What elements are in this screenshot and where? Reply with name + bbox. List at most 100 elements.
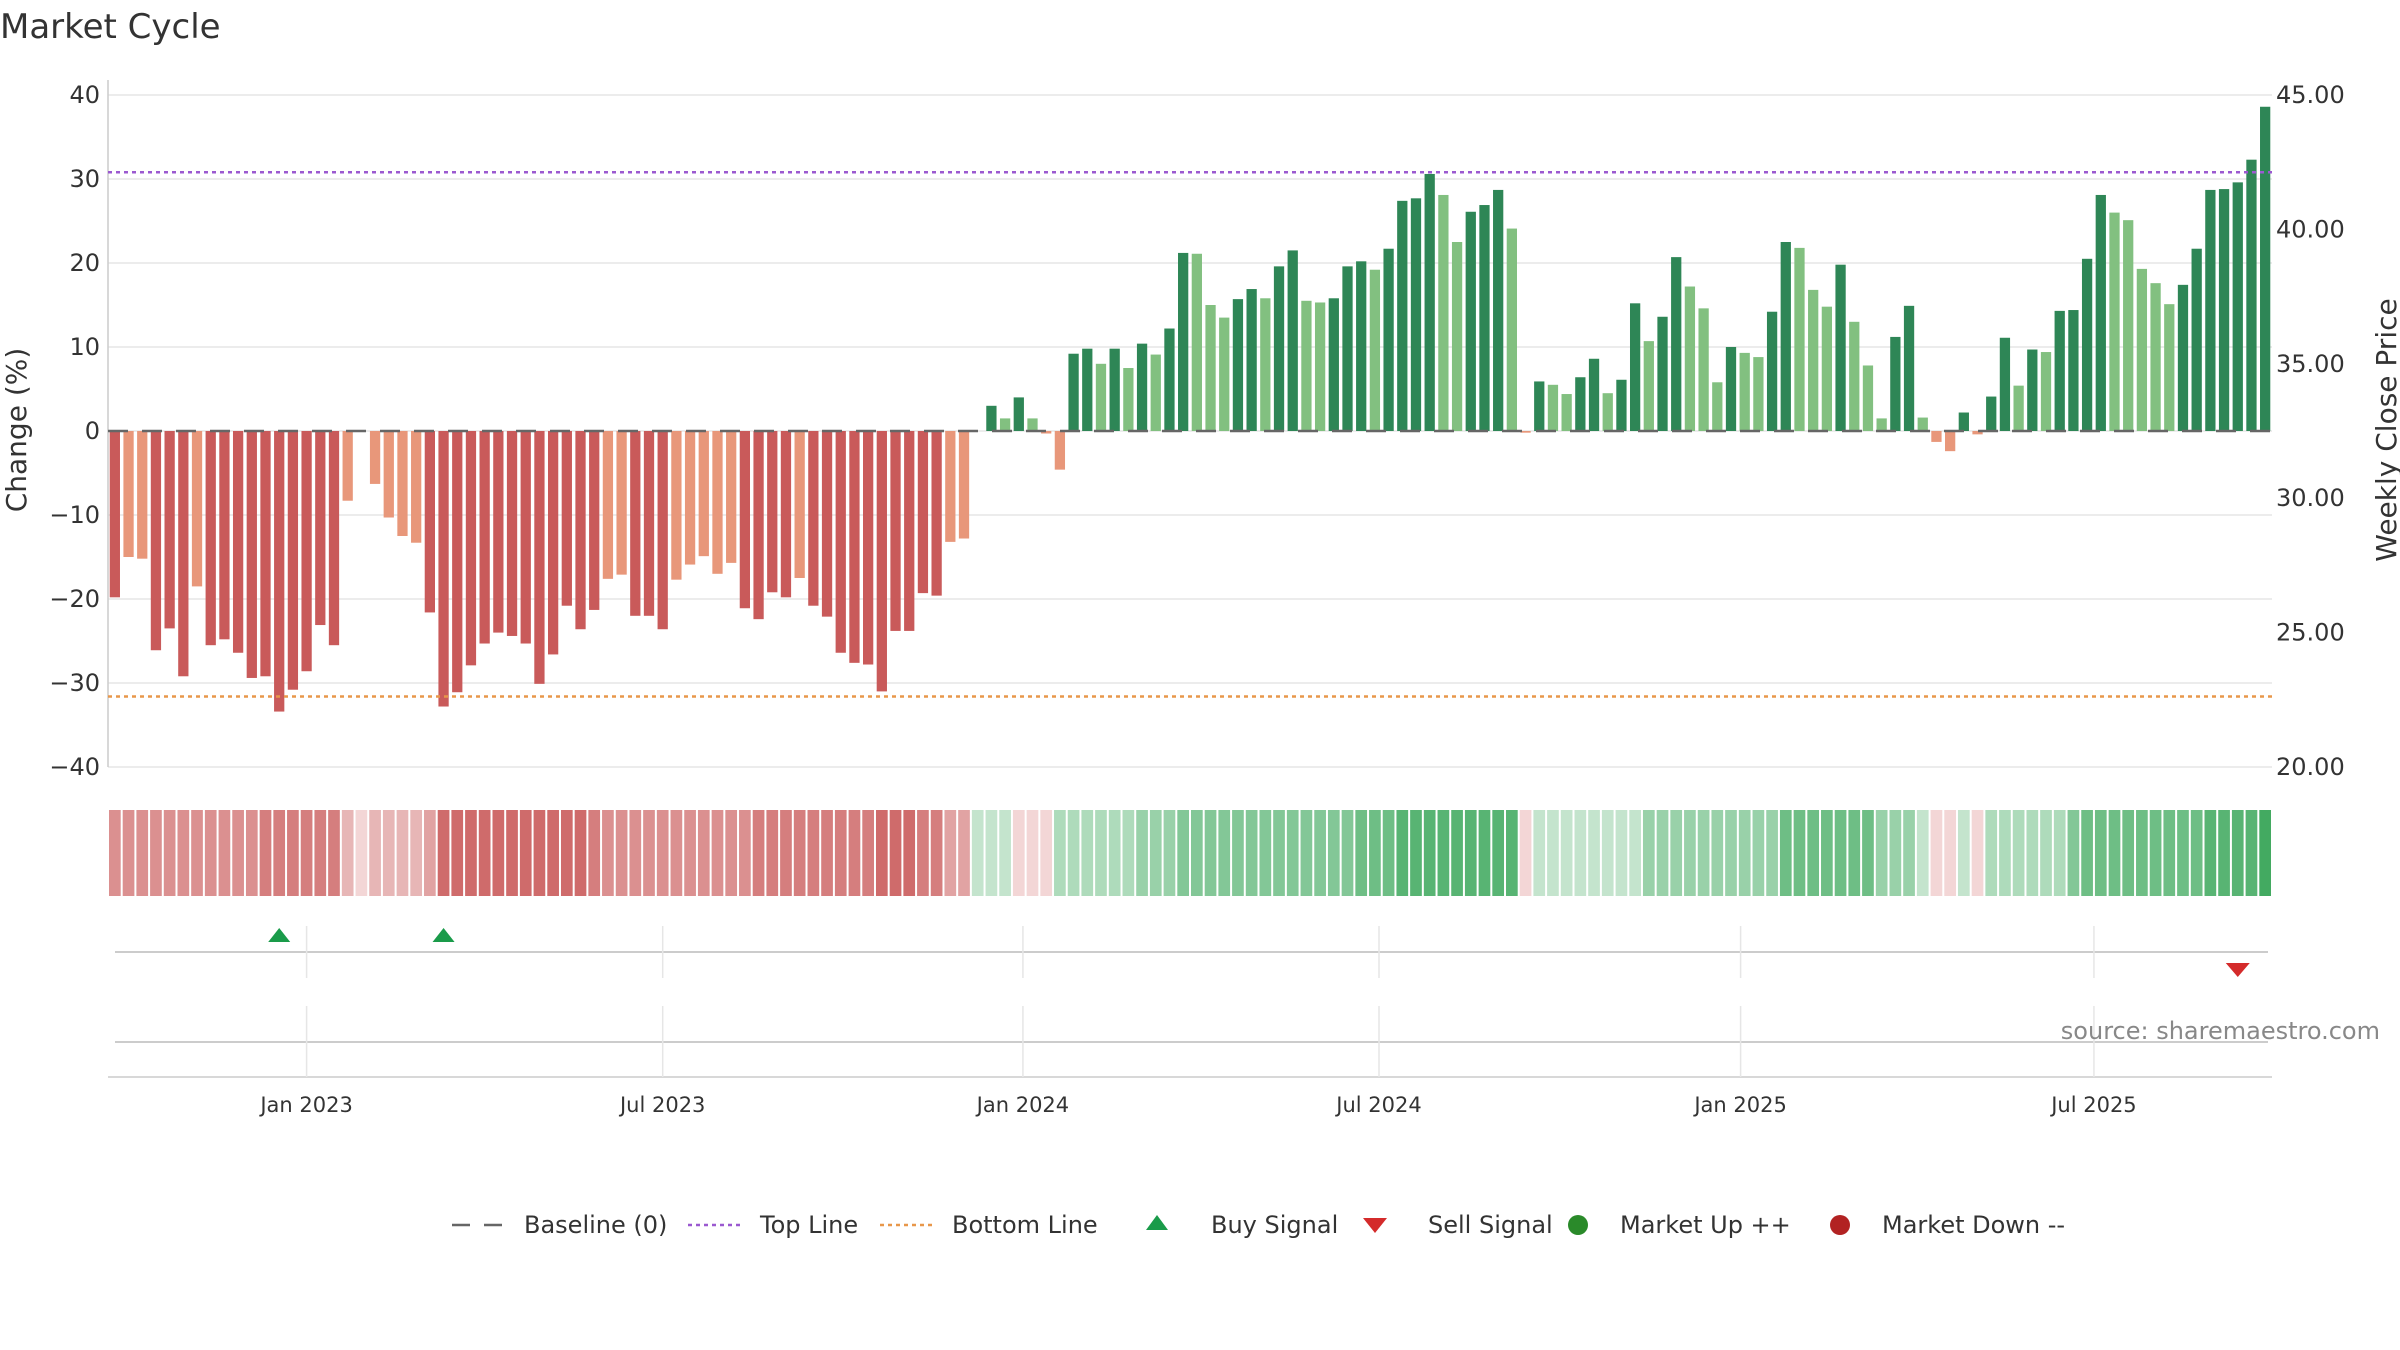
bar <box>1041 431 1052 434</box>
bar <box>246 431 257 678</box>
bar <box>2123 220 2134 431</box>
strip-cell <box>862 810 874 896</box>
bar <box>1698 308 1709 431</box>
x-tick-label: Jan 2024 <box>975 1093 1070 1117</box>
bar <box>1219 317 1230 431</box>
strip-cell <box>1204 810 1217 896</box>
bar <box>1287 250 1298 431</box>
bar <box>1890 336 1901 431</box>
y-tick-label: 40 <box>69 81 100 109</box>
strip-cell <box>1054 810 1066 896</box>
legend-swatch <box>1568 1215 1588 1235</box>
strip-cell <box>232 810 244 896</box>
strip-cell <box>889 810 902 896</box>
lower-panel <box>108 1006 2272 1078</box>
legend-item: Market Up ++ <box>1568 1211 1791 1239</box>
bar <box>684 431 696 565</box>
legend-swatch <box>1830 1215 1850 1235</box>
change-bars <box>109 106 2271 712</box>
y2-tick-label: 20.00 <box>2276 753 2345 781</box>
strip-cell <box>944 810 957 896</box>
bar <box>2260 106 2271 431</box>
x-tick-label: Jan 2025 <box>1692 1093 1787 1117</box>
strip-cell <box>1369 810 1381 896</box>
bar <box>1013 397 1024 431</box>
x-tick-label: Jul 2023 <box>618 1093 705 1117</box>
bar <box>2136 268 2148 431</box>
strip-cell <box>2067 810 2080 896</box>
bar <box>1972 431 1983 435</box>
bar <box>712 431 723 574</box>
bar <box>794 431 805 578</box>
strip-cell <box>2231 810 2244 896</box>
strip-cell <box>204 810 217 896</box>
strip-cell <box>1410 810 1422 896</box>
bar <box>1232 299 1244 431</box>
bar <box>1712 382 1723 431</box>
bar <box>821 431 833 617</box>
bar <box>342 431 353 501</box>
strip-cell <box>1957 810 1970 896</box>
strip-cell <box>1396 810 1409 896</box>
legend-label: Buy Signal <box>1211 1211 1338 1239</box>
bar <box>698 431 709 557</box>
bar <box>1356 261 1367 431</box>
strip-cell <box>396 810 409 896</box>
bar <box>1424 173 1435 431</box>
strip-cell <box>643 810 655 896</box>
strip-cell <box>1766 810 1778 896</box>
strip-cell <box>958 810 970 896</box>
strip-cell <box>1916 810 1929 896</box>
bar <box>1643 341 1654 431</box>
strip-cell <box>136 810 149 896</box>
bar <box>2246 159 2257 431</box>
bar <box>506 431 518 636</box>
bar <box>1808 289 1819 431</box>
strip-cell <box>684 810 696 896</box>
strip-cell <box>1273 810 1285 896</box>
bar <box>2218 189 2230 431</box>
y-tick-label: −30 <box>49 669 100 697</box>
bar <box>1616 379 1627 431</box>
y-axis-right: 45.00 40.00 35.00 30.00 25.00 20.00 <box>2276 81 2345 781</box>
strip-cell <box>1067 810 1080 896</box>
y2-axis-title: Weekly Close Price <box>2370 298 2400 561</box>
bar <box>999 418 1011 431</box>
bar <box>835 431 846 653</box>
y-tick-label: −20 <box>49 585 100 613</box>
bar <box>493 431 504 633</box>
strip-cell <box>1684 810 1696 896</box>
strip-cell <box>1793 810 1806 896</box>
strip-cell <box>1862 810 1874 896</box>
buy-signal-marker <box>268 928 291 942</box>
strip-cell <box>1821 810 1833 896</box>
bar <box>1931 431 1942 442</box>
strip-cell <box>560 810 573 896</box>
bar <box>1958 412 1969 431</box>
strip-cell <box>355 810 368 896</box>
strip-cell <box>1327 810 1340 896</box>
bar <box>589 431 600 610</box>
bar <box>1657 316 1668 431</box>
bar <box>1671 257 1682 431</box>
strip-cell <box>656 810 669 896</box>
bar <box>1794 247 1805 431</box>
bar <box>849 431 860 663</box>
bar <box>575 431 586 630</box>
bar <box>534 431 545 684</box>
bar <box>2205 189 2216 431</box>
strip-cell <box>2177 810 2189 896</box>
bar <box>2068 310 2079 431</box>
strip-cell <box>1191 810 1203 896</box>
strip-cell <box>1040 810 1053 896</box>
strip-cell <box>1533 810 1546 896</box>
strip-cell <box>163 810 176 896</box>
strip-cell <box>424 810 436 896</box>
strip-cell <box>1889 810 1902 896</box>
bar <box>232 431 244 653</box>
bar <box>657 431 668 630</box>
strip-cell <box>1656 810 1669 896</box>
strip-cell <box>451 810 464 896</box>
strip-cell <box>1232 810 1244 896</box>
strip-cell <box>1574 810 1587 896</box>
